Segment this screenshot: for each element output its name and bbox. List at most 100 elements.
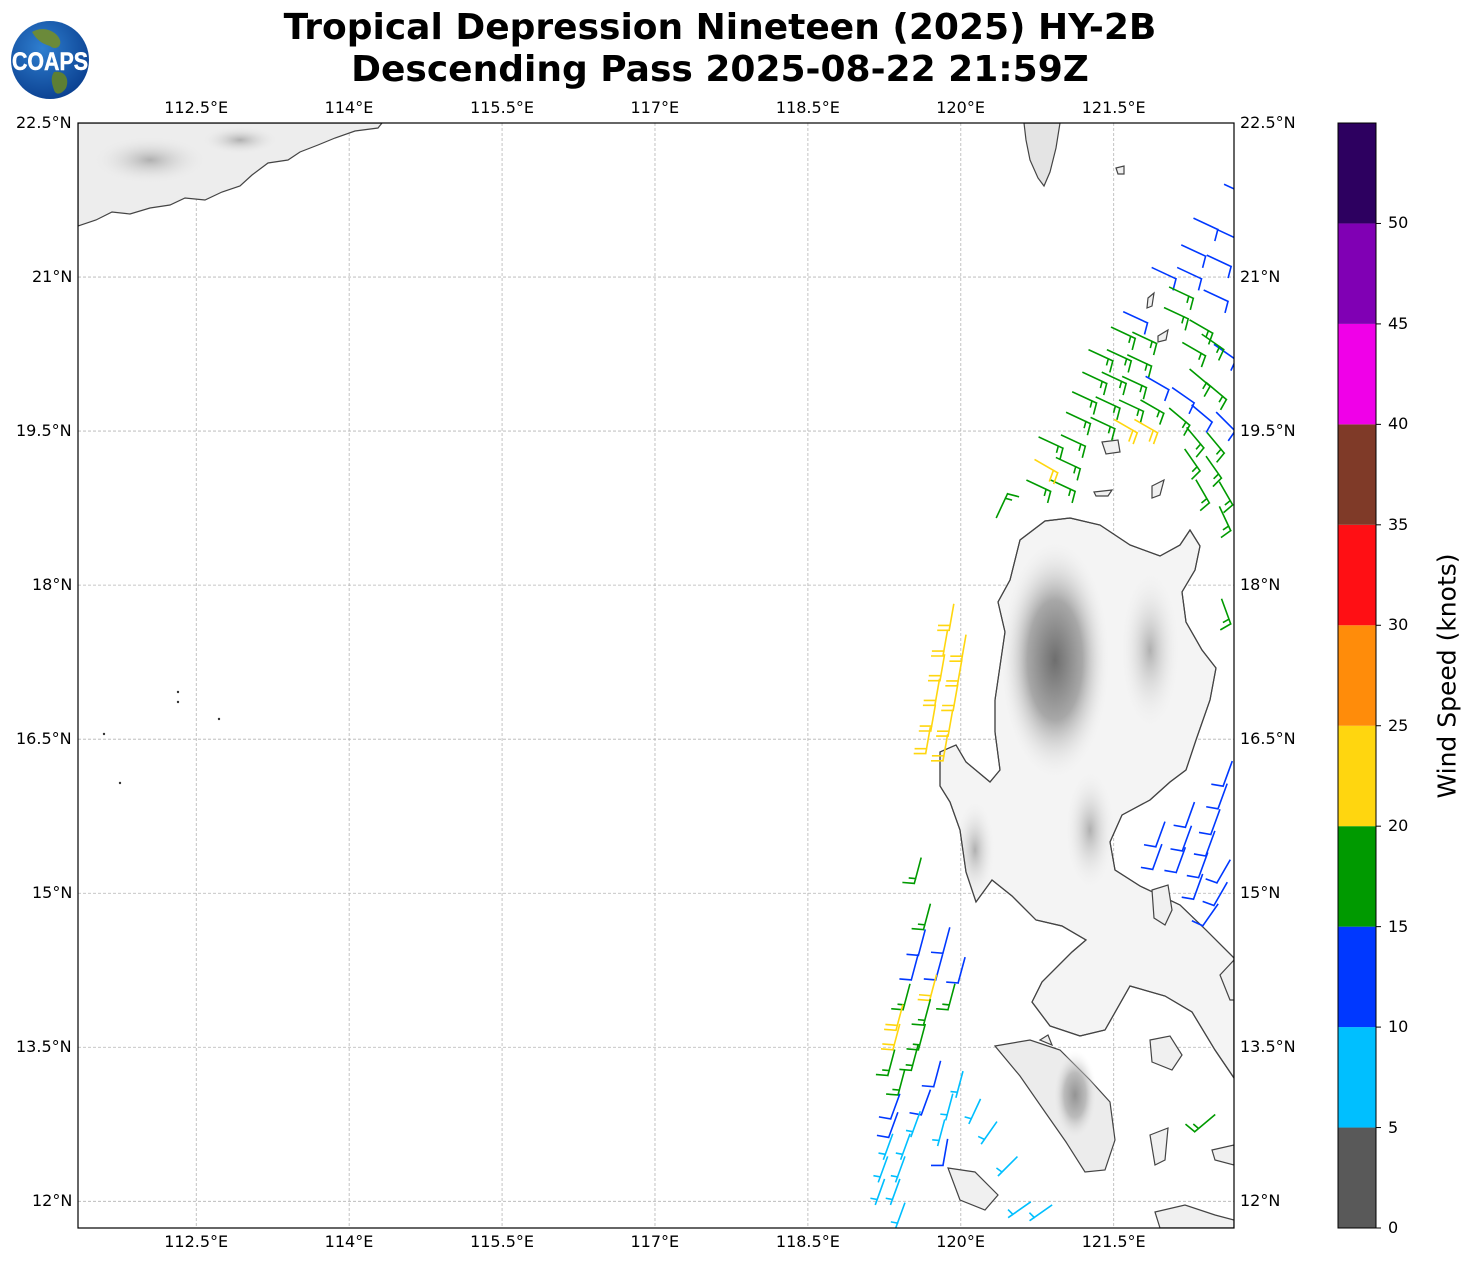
wind-barb bbox=[1163, 306, 1190, 331]
lon-tick-label-bottom: 112.5°E bbox=[164, 1232, 229, 1251]
wind-barb bbox=[930, 927, 951, 955]
lat-tick-label-left: 12°N bbox=[32, 1191, 73, 1211]
lon-tick-label-top: 117°E bbox=[630, 98, 680, 117]
wind-barb bbox=[911, 903, 932, 931]
tiny-islets bbox=[102, 690, 221, 785]
colorbar-tick-label: 25 bbox=[1388, 715, 1409, 735]
wind-barb bbox=[977, 1121, 998, 1145]
colorbar-segment bbox=[1338, 725, 1376, 827]
wind-barb bbox=[932, 1119, 946, 1147]
wind-barb bbox=[1189, 319, 1214, 345]
lat-tick-label-left: 22.5°N bbox=[16, 113, 72, 132]
wind-barb bbox=[878, 1093, 901, 1120]
colorbar-tick-label: 0 bbox=[1388, 1218, 1399, 1237]
wind-barb bbox=[905, 1110, 922, 1138]
colorbar-tick-label: 45 bbox=[1388, 313, 1409, 333]
lat-tick-label-right: 21°N bbox=[1240, 267, 1281, 287]
wind-barb bbox=[917, 974, 938, 1002]
lat-tick-label-right: 12°N bbox=[1240, 1191, 1281, 1211]
small-islands bbox=[947, 165, 1234, 1228]
wind-barb bbox=[1168, 407, 1191, 436]
wind-barb bbox=[1140, 843, 1163, 871]
wind-barb bbox=[906, 929, 927, 957]
colorbar-segment bbox=[1338, 625, 1376, 726]
wind-barb bbox=[1173, 801, 1196, 829]
colorbar-outline bbox=[1337, 122, 1377, 1229]
wind-barb bbox=[1140, 399, 1165, 425]
lon-tick-label-bottom: 120°E bbox=[936, 1232, 985, 1251]
wind-barb bbox=[1218, 481, 1234, 514]
wind-barb bbox=[913, 726, 932, 755]
wind-barb bbox=[1205, 859, 1231, 884]
wind-barb bbox=[1122, 310, 1149, 335]
wind-barb bbox=[1168, 286, 1195, 311]
wind-barb bbox=[1151, 266, 1178, 291]
wind-barb bbox=[1171, 386, 1196, 415]
land-luzon-outline bbox=[939, 517, 1234, 1080]
wind-barb bbox=[885, 1178, 901, 1206]
wind-barb bbox=[1191, 404, 1214, 433]
wind-barb bbox=[1088, 348, 1114, 373]
wind-barb bbox=[1206, 431, 1226, 463]
wind-barb bbox=[890, 1156, 906, 1183]
wind-barb bbox=[1055, 456, 1082, 481]
lat-tick-label-right: 16.5°N bbox=[1240, 729, 1296, 749]
colorbar-segment bbox=[1338, 223, 1376, 324]
wind-barb bbox=[1134, 418, 1159, 445]
lat-tick-label-left: 13.5°N bbox=[16, 1037, 72, 1057]
wind-barb bbox=[1113, 418, 1139, 445]
wind-barb bbox=[911, 999, 932, 1027]
wind-barb bbox=[1034, 458, 1059, 485]
wind-barb bbox=[936, 983, 956, 1011]
wind-barb bbox=[964, 1098, 982, 1125]
wind-barb bbox=[1095, 396, 1121, 420]
lat-tick-label-left: 21°N bbox=[32, 267, 73, 287]
colorbar-tick-label: 35 bbox=[1388, 514, 1409, 534]
wind-barb bbox=[873, 1156, 889, 1183]
wind-barb bbox=[876, 1111, 899, 1139]
wind-barb bbox=[930, 734, 949, 762]
lat-tick-label-left: 16.5°N bbox=[16, 729, 72, 749]
wind-barb bbox=[1026, 479, 1052, 504]
lon-tick-label-bottom: 117°E bbox=[630, 1232, 680, 1251]
wind-barb bbox=[1223, 183, 1234, 190]
wind-barb bbox=[995, 1155, 1019, 1177]
wind-barb bbox=[950, 1070, 964, 1098]
lon-tick-label-bottom: 115.5°E bbox=[470, 1232, 534, 1251]
wind-barb bbox=[922, 678, 941, 707]
wind-barb bbox=[1184, 1113, 1216, 1133]
wind-barb bbox=[886, 1068, 906, 1096]
wind-barb bbox=[870, 1178, 886, 1206]
wind-barb bbox=[1176, 266, 1203, 291]
wind-barb bbox=[890, 1202, 906, 1228]
lat-tick-label-left: 18°N bbox=[32, 575, 73, 595]
wind-barb bbox=[1170, 825, 1193, 852]
wind-barb bbox=[1206, 254, 1233, 279]
wind-barb bbox=[1007, 1201, 1032, 1219]
colorbar-segment bbox=[1338, 323, 1376, 425]
wind-barb bbox=[1110, 326, 1137, 351]
wind-barb bbox=[899, 1044, 919, 1072]
wind-barb bbox=[1143, 821, 1166, 848]
lon-tick-label-top: 121.5°E bbox=[1081, 98, 1146, 117]
wind-barb bbox=[1060, 434, 1087, 458]
lon-tick-label-bottom: 114°E bbox=[324, 1232, 374, 1251]
wind-barb bbox=[1065, 411, 1092, 436]
gridlines bbox=[78, 123, 1234, 1228]
wind-barb bbox=[1202, 881, 1228, 907]
lon-tick-label-bottom: 121.5°E bbox=[1081, 1232, 1146, 1251]
wind-barb bbox=[945, 659, 963, 687]
wind-barb bbox=[1211, 760, 1234, 788]
colorbar-segment bbox=[1338, 1127, 1376, 1228]
wind-barb bbox=[1038, 436, 1064, 460]
lon-tick-label-bottom: 118.5°E bbox=[775, 1232, 840, 1251]
wind-barb bbox=[1198, 808, 1221, 836]
wind-barb bbox=[995, 492, 1020, 519]
wind-barb bbox=[902, 857, 922, 885]
wind-barb bbox=[930, 1138, 949, 1167]
wind-barb bbox=[1186, 852, 1209, 879]
wind-barb bbox=[1180, 244, 1207, 268]
wind-barb bbox=[1106, 348, 1133, 373]
lat-tick-label-left: 15°N bbox=[32, 883, 73, 903]
wind-barb bbox=[1215, 411, 1234, 442]
